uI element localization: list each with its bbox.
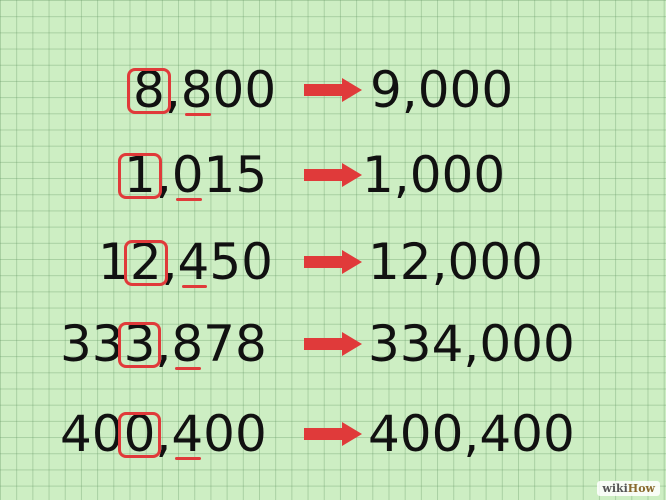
rounding-digit: 1 [118,135,162,215]
remaining-digits: 50 [209,233,273,291]
rounding-row-1: 8,8 00 9,000 [0,50,666,130]
rounding-row-4: 333,8 78 334,000 [0,304,666,384]
right-arrow-icon [304,163,362,187]
original-number: 333,8 78 [60,304,267,384]
rounded-number: 1,000 [362,146,506,204]
rounding-digit-box [123,240,168,286]
right-arrow-icon [304,332,362,356]
deciding-digit: 0 [171,146,204,204]
deciding-digit: 8 [171,315,204,373]
rounding-digit: 3 [117,304,162,384]
remaining-digits: 78 [203,315,267,373]
remaining-digits: 00 [212,61,277,119]
leading-digits: 40 [60,405,124,463]
original-number: 1,0 15 [118,135,268,215]
rounding-digit: 2 [123,222,168,302]
remaining-digits: 15 [203,146,268,204]
right-arrow-icon [304,78,362,102]
rounded-number: 9,000 [370,61,514,119]
rounding-digit: 0 [117,394,162,474]
rounding-digit-box [118,153,162,199]
rounding-row-3: 12,4 50 12,000 [0,222,666,302]
rounding-digit-box [117,412,162,458]
original-number: 400,4 00 [60,394,267,474]
deciding-digit: 8 [180,61,213,119]
rounded-number: 400,400 [368,405,575,463]
deciding-digit-underline [181,285,208,288]
watermark-how: How [627,482,655,495]
deciding-digit-underline [175,367,202,370]
deciding-digit: 4 [177,233,210,291]
right-arrow-icon [304,250,362,274]
rounded-number: 12,000 [368,233,543,291]
watermark-wiki: wiki [602,482,628,495]
deciding-digit-underline [184,113,211,116]
leading-digits: 33 [60,315,124,373]
rounding-digit-box [117,322,162,368]
deciding-digit-underline [175,198,202,201]
right-arrow-icon [304,422,362,446]
original-number: 12,4 50 [98,222,273,302]
rounding-row-5: 400,4 00 400,400 [0,394,666,474]
remaining-digits: 00 [203,405,267,463]
rounded-number: 334,000 [368,315,575,373]
rounding-digit-box [127,68,171,114]
rounding-row-2: 1,0 15 1,000 [0,135,666,215]
deciding-digit-underline [175,457,202,460]
deciding-digit: 4 [171,405,204,463]
wikihow-watermark: wikiHow [597,481,660,496]
original-number: 8,8 00 [127,50,277,130]
rounding-digit: 8 [127,50,171,130]
